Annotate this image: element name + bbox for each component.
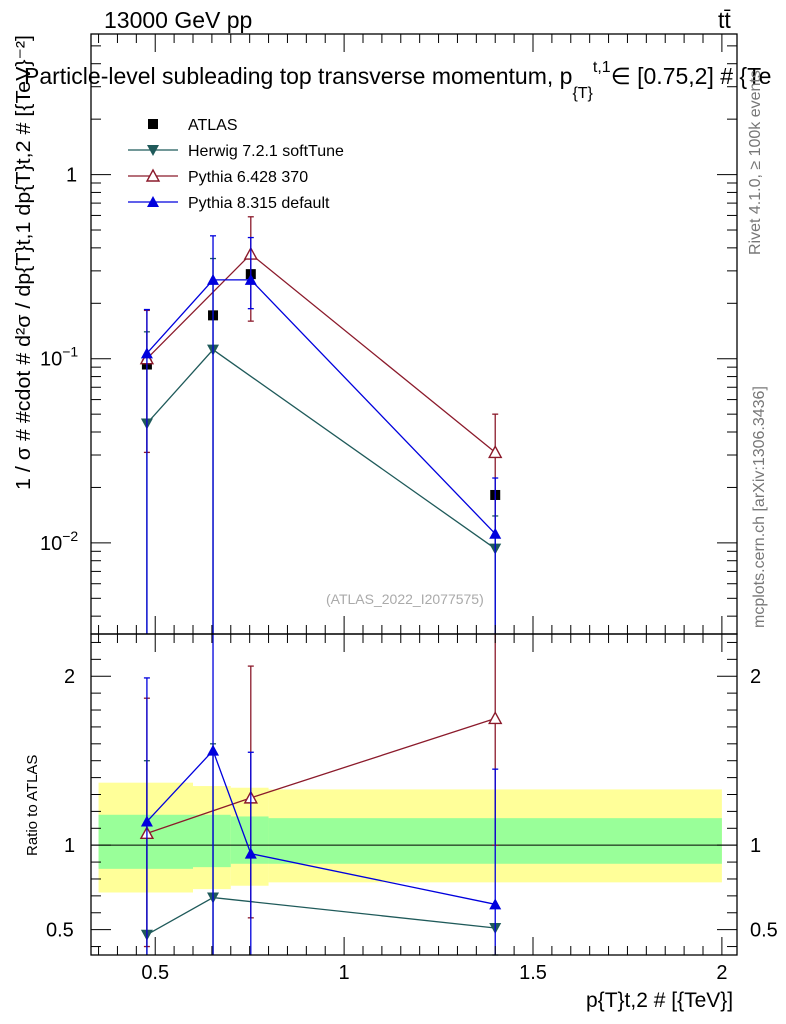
ratio-herwig-7-2-1-softtune-line <box>146 896 496 936</box>
ratio-pythia-8-315-default-point-3 <box>489 898 502 910</box>
legend-label-pythia-6-428-370: Pythia 6.428 370 <box>188 169 308 186</box>
legend-label-atlas: ATLAS <box>188 117 238 134</box>
legend-label-pythia-8-315-default: Pythia 8.315 default <box>188 195 330 212</box>
ratio-pythia-8-315-default-line <box>146 749 496 905</box>
legend-label-herwig-7-2-1-softtune: Herwig 7.2.1 softTune <box>188 143 344 160</box>
legend-marker-herwig-7-2-1-softtune <box>147 145 159 156</box>
main-y-tick-label-0: 10−2 <box>40 528 78 555</box>
x-tick-label-0: 0.5 <box>141 962 169 984</box>
ratio-y-tick-label-right-1: 1 <box>750 835 761 857</box>
x-tick-label-3: 2 <box>716 962 727 984</box>
main-pythia-8-315-default-point-0 <box>140 347 153 359</box>
ratio-series-group <box>139 634 503 956</box>
ratio-pythia-8-315-default-point-1 <box>207 744 220 756</box>
main-pythia-8-315-default-point-1 <box>207 273 220 285</box>
x-tick-label-2: 1.5 <box>519 962 547 984</box>
green-band-1 <box>193 814 231 868</box>
main-y-tick-label-2: 1 <box>66 165 77 187</box>
main-y-axis-label: 1 / σ # #cdot # d²σ / dp{T}t,1 dp{T}t,2 … <box>13 35 35 490</box>
main-pythia-8-315-default-point-2 <box>244 273 257 285</box>
ratio-uncertainty-bands <box>91 782 737 893</box>
ratio-pythia-8-315-default-point-2 <box>244 847 257 859</box>
legend: ATLAS Herwig 7.2.1 softTune Pythia 6.428 3… <box>128 117 344 212</box>
main-pythia-6-428-370-point-2 <box>488 444 503 459</box>
x-axis-label: p{T}t,2 # [{TeV}] <box>586 989 733 1012</box>
mcplots-side-label: mcplots.cern.ch [arXiv:1306.3436] <box>751 386 768 628</box>
main-pythia-8-315-default-point-3 <box>489 527 502 539</box>
rivet-side-label: Rivet 4.1.0, ≥ 100k events <box>747 70 764 255</box>
energy-label: 13000 GeV pp <box>104 7 252 33</box>
main-pythia-8-315-default-line <box>146 279 496 535</box>
ratio-y-tick-label-left-1: 1 <box>64 835 75 857</box>
ratio-y-tick-label-left-2: 2 <box>64 666 75 688</box>
legend-marker-atlas <box>148 119 158 129</box>
main-herwig-7-2-1-softtune-line <box>146 348 496 550</box>
analysis-watermark: (ATLAS_2022_I2077575) <box>326 591 484 607</box>
main-series-group <box>139 216 503 634</box>
ratio-y-tick-label-right-2: 2 <box>750 666 761 688</box>
ratio-y-axis-label: Ratio to ATLAS <box>24 755 41 856</box>
x-tick-label-1: 1 <box>339 962 350 984</box>
process-label: tt̄ <box>718 7 731 33</box>
ratio-y-tick-label-left-0: 0.5 <box>46 920 74 942</box>
axis-ticks: 10−2 10−1 1 0.5 0.5 1 1 2 2 0.5 1 1.5 2 <box>40 34 778 984</box>
ratio-pythia-6-428-370-point-2 <box>488 711 503 725</box>
legend-marker-pythia-6-428-370 <box>145 168 161 182</box>
plot-title: Particle-level subleading top transverse… <box>24 59 771 102</box>
ratio-pythia-8-315-default-point-0 <box>140 815 153 827</box>
main-y-tick-label-1: 10−1 <box>40 344 78 371</box>
ratio-y-tick-label-right-0: 0.5 <box>750 920 778 942</box>
legend-marker-pythia-8-315-default <box>147 196 159 207</box>
